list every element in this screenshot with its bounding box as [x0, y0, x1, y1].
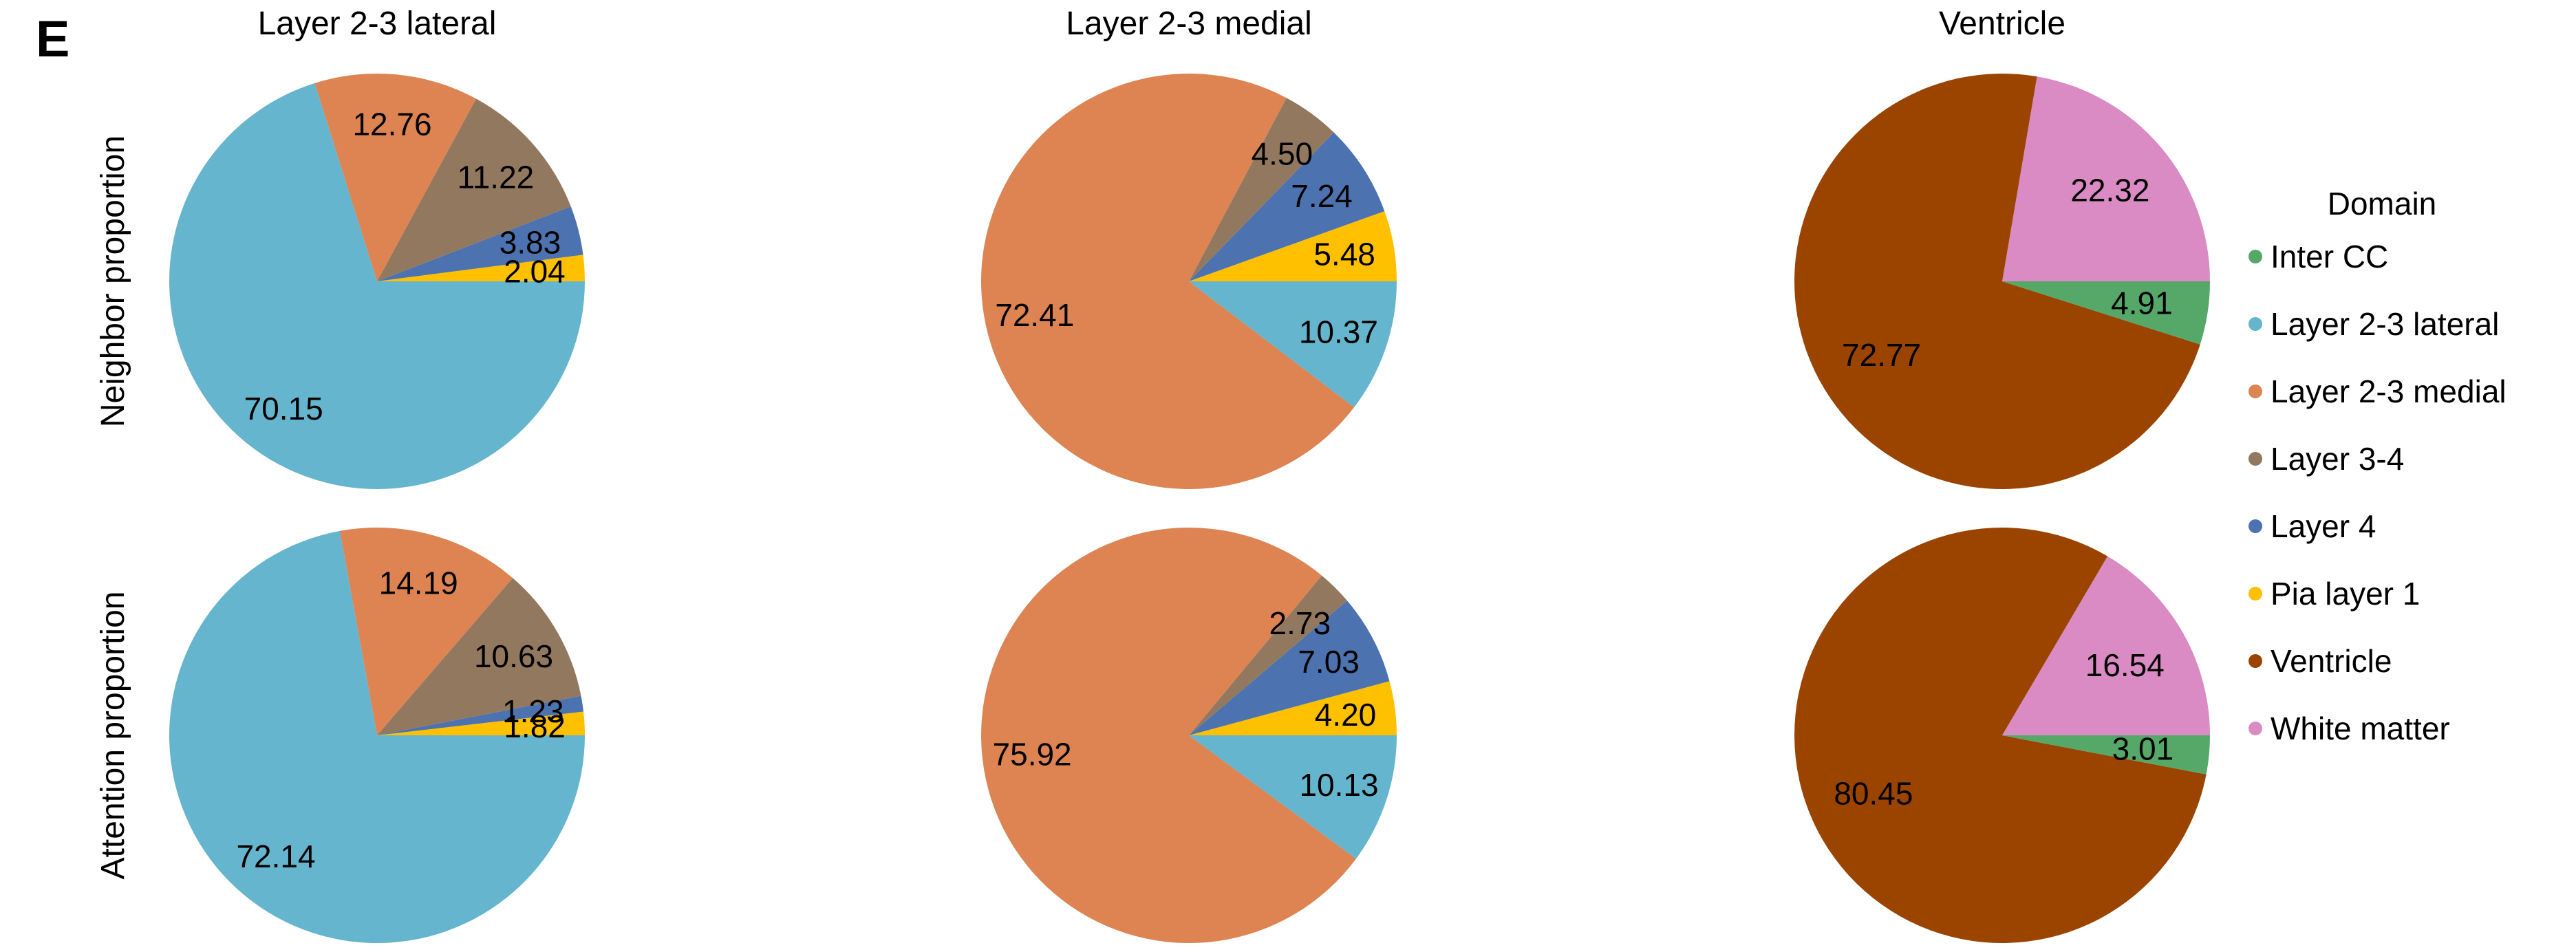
pie-slice-layer-2-3-lateral: [169, 530, 586, 944]
panel-letter: E: [36, 10, 69, 67]
legend-label: Pia layer 1: [2271, 576, 2420, 612]
column-title: Layer 2-3 medial: [1066, 6, 1312, 42]
legend-label: Layer 2-3 medial: [2271, 374, 2507, 409]
slice-value-label: 3.01: [2112, 731, 2174, 766]
slice-value-label: 4.20: [1315, 697, 1377, 733]
column-title: Ventricle: [1939, 6, 2065, 42]
pie-chart-5: 4.20 7.032.73 75.92 10.13: [981, 528, 1397, 944]
slice-value-label: 4.91: [2111, 285, 2173, 321]
pie-slice-inter-cc: [2002, 735, 2210, 775]
pie-slice-layer-3-4: [377, 98, 571, 282]
slice-value-label: 72.14: [236, 839, 315, 874]
pie-grid: 2.043.83 11.22 12.76 70.15 Layer 2-3 lateral…: [95, 6, 2210, 944]
slice-value-label: 2.04: [504, 253, 566, 289]
pie-slice-layer-2-3-lateral: [1189, 735, 1397, 859]
pie-slice-layer-2-3-lateral: [169, 83, 585, 489]
pie-slice-pia-layer-1: [1189, 211, 1397, 281]
slice-value-label: 7.03: [1298, 644, 1360, 680]
legend-marker: [2248, 519, 2262, 533]
legend-item-pia-layer-1: Pia layer 1: [2248, 576, 2420, 612]
slice-value-label: 75.92: [993, 737, 1072, 772]
pie-slice-layer-4: [1189, 601, 1390, 735]
legend-marker: [2248, 587, 2262, 601]
legend-marker: [2248, 317, 2262, 331]
slice-value-label: 1.23: [502, 693, 564, 729]
pie-slice-layer-4: [377, 206, 583, 281]
slice-value-label: 12.76: [352, 107, 431, 142]
pie-slice-pia-layer-1: [377, 711, 585, 735]
slice-value-label: 70.15: [244, 391, 323, 426]
legend-item-ventricle: Ventricle: [2248, 643, 2392, 679]
pie-slice-ventricle: [1794, 528, 2207, 944]
slice-value-label: 72.77: [1842, 337, 1921, 373]
legend-label: Layer 2-3 lateral: [2271, 306, 2499, 342]
legend-marker: [2248, 722, 2262, 735]
pie-slice-layer-3-4: [377, 578, 581, 735]
legend-marker: [2248, 654, 2262, 668]
legend-marker: [2248, 452, 2262, 466]
pie-slice-ventricle: [1794, 73, 2200, 489]
legend-marker: [2248, 385, 2262, 398]
legend-item-layer-2-3-lateral: Layer 2-3 lateral: [2248, 306, 2499, 342]
pie-chart-2: 5.48 7.24 4.50 72.41 10.37 Layer 2-3 medial: [980, 6, 1397, 489]
legend-items: Inter CC Layer 2-3 lateral Layer 2-3 media…: [2248, 239, 2507, 746]
legend-item-white-matter: White matter: [2248, 711, 2450, 746]
pie-slice-layer-3-4: [1189, 575, 1347, 735]
row-label: Neighbor proportion: [95, 136, 131, 427]
pie-chart-1: 2.043.83 11.22 12.76 70.15 Layer 2-3 lateral…: [95, 6, 585, 489]
pie-slice-layer-3-4: [1189, 98, 1334, 281]
legend-title: Domain: [2328, 186, 2437, 221]
pie-slice-inter-cc: [2002, 281, 2210, 345]
pie-slice-pia-layer-1: [1189, 681, 1397, 735]
slice-value-label: 14.19: [379, 565, 458, 601]
pie-slice-layer-2-3-medial: [981, 528, 1356, 944]
slice-value-label: 2.73: [1269, 605, 1331, 641]
row-label: Attention proportion: [95, 592, 131, 880]
pie-chart-6: 16.54 80.45 3.01: [1794, 528, 2210, 944]
slice-value-label: 16.54: [2085, 647, 2165, 683]
slice-value-label: 11.22: [458, 159, 535, 195]
pie-slice-layer-2-3-lateral: [1189, 281, 1397, 408]
pie-slice-pia-layer-1: [377, 255, 585, 281]
legend-label: Layer 3-4: [2271, 441, 2404, 477]
legend-item-layer-4: Layer 4: [2248, 508, 2376, 544]
slice-value-label: 1.82: [504, 708, 566, 744]
pie-chart-4: 1.821.23 10.63 14.19 72.14 Attention proport…: [95, 528, 586, 944]
column-title: Layer 2-3 lateral: [258, 6, 497, 42]
pie-chart-3: 22.32 72.77 4.91 Ventricle: [1794, 6, 2210, 489]
slice-value-label: 5.48: [1313, 237, 1375, 272]
legend-item-layer-3-4: Layer 3-4: [2248, 441, 2404, 477]
slice-value-label: 22.32: [2070, 173, 2149, 208]
legend-label: Ventricle: [2271, 643, 2392, 679]
slice-value-label: 3.83: [500, 225, 561, 261]
pie-slice-layer-2-3-medial: [980, 73, 1355, 489]
slice-value-label: 72.41: [995, 297, 1074, 333]
legend-item-layer-2-3-medial: Layer 2-3 medial: [2248, 374, 2507, 409]
slice-value-label: 80.45: [1834, 776, 1913, 812]
pie-slice-layer-2-3-medial: [339, 528, 513, 735]
legend-label: Layer 4: [2271, 508, 2376, 544]
slice-value-label: 4.50: [1252, 136, 1313, 172]
pie-slice-layer-2-3-medial: [314, 73, 476, 281]
legend: Domain Inter CC Layer 2-3 lateral Layer 2-…: [2248, 186, 2507, 746]
slice-value-label: 7.24: [1291, 178, 1353, 214]
legend-item-inter-cc: Inter CC: [2248, 239, 2388, 274]
pie-slice-layer-4: [1189, 132, 1385, 281]
pie-slice-layer-4: [377, 695, 584, 735]
slice-value-label: 10.13: [1299, 767, 1378, 803]
slice-value-label: 10.37: [1299, 314, 1378, 350]
pie-slice-white-matter: [2002, 556, 2210, 735]
legend-marker: [2248, 250, 2262, 263]
pie-slice-white-matter: [2002, 76, 2210, 282]
legend-label: Inter CC: [2271, 239, 2388, 274]
legend-label: White matter: [2271, 711, 2450, 746]
slice-value-label: 10.63: [474, 638, 553, 674]
